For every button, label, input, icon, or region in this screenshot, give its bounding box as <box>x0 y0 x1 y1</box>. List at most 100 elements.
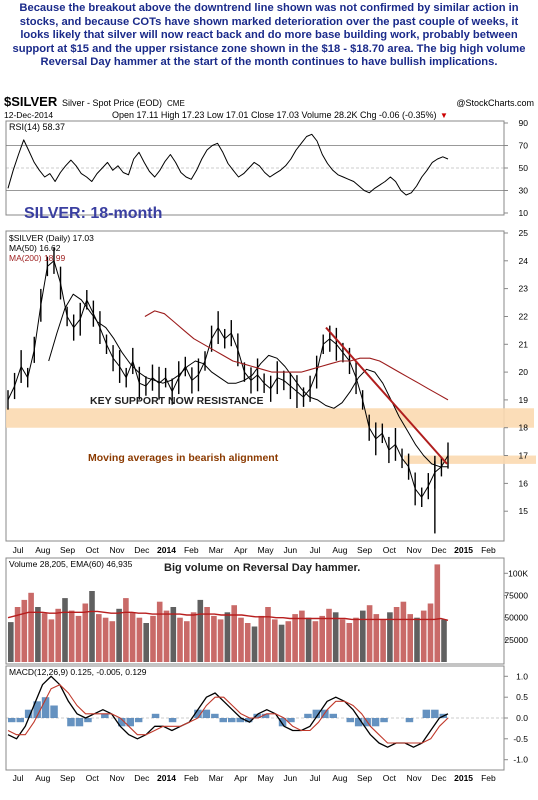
price-x-tick-14: Sep <box>357 545 372 555</box>
volume-bar-51 <box>353 617 359 662</box>
macd-hist-bar-4 <box>41 697 50 718</box>
price-x-tick-10: May <box>258 545 275 555</box>
volume-bar-25 <box>177 617 183 662</box>
support-annotation: KEY SUPPORT NOW RESISTANCE <box>90 395 263 407</box>
macd-x-tick-13: Aug <box>332 773 347 783</box>
volume-bar-54 <box>373 614 380 662</box>
macd-x-tick-9: Apr <box>234 773 247 783</box>
volume-bar-29 <box>204 607 210 662</box>
macd-hist-bar-26 <box>228 718 236 723</box>
macd-x-tick-15: Oct <box>383 773 397 783</box>
volume-tick-label-2: 50000 <box>504 613 528 623</box>
volume-bar-64 <box>441 619 447 662</box>
price-tick-label-3: 22 <box>519 312 529 322</box>
price-x-tick-1: Aug <box>35 545 50 555</box>
quote-line: Open 17.11 High 17.23 Low 17.01 Close 17… <box>112 110 437 120</box>
macd-hist-bar-22 <box>194 709 202 718</box>
macd-hist-bar-35 <box>304 713 312 718</box>
price-tick-label-2: 23 <box>519 284 529 294</box>
macd-x-tick-17: Dec <box>431 773 447 783</box>
volume-bar-9 <box>68 610 75 662</box>
volume-bar-57 <box>393 607 400 662</box>
macd-hist-bar-2 <box>24 709 33 718</box>
volume-panel: 100K 75000 50000 25000 <box>7 564 528 662</box>
chart-title-annotation: SILVER: 18-month <box>24 205 162 222</box>
volume-bar-49 <box>339 619 346 662</box>
volume-ema-line <box>7 610 449 621</box>
macd-hist-bar-15 <box>134 718 143 723</box>
macd-hist-bar-44 <box>380 718 388 723</box>
volume-bar-63 <box>434 564 441 662</box>
price-tick-label-5: 20 <box>519 367 529 377</box>
volume-bar-27 <box>190 612 197 662</box>
volume-bar-52 <box>360 610 366 662</box>
macd-hist-bar-17 <box>151 713 160 718</box>
macd-hist-bar-36 <box>312 709 321 718</box>
macd-x-tick-18: 2015 <box>454 773 473 783</box>
volume-bar-35 <box>244 623 251 662</box>
price-x-tick-9: Apr <box>234 545 247 555</box>
price-panel: 25 24 23 22 21 20 19 18 17 16 15 Jul Aug Sep Oct Nov Dec… <box>6 228 536 555</box>
macd-tick-label-1: 0.5 <box>516 692 528 702</box>
volume-bar-16 <box>116 608 122 662</box>
macd-hist-bar-8 <box>75 718 84 727</box>
macd-x-tick-2: Sep <box>60 773 75 783</box>
price-x-tick-5: Dec <box>134 545 150 555</box>
volume-bar-33 <box>231 605 237 662</box>
volume-bar-41 <box>285 621 292 662</box>
volume-bar-61 <box>420 610 427 662</box>
price-x-tick-17: Dec <box>431 545 447 555</box>
volume-bar-48 <box>332 612 339 662</box>
macd-x-tick-6: 2014 <box>157 773 176 783</box>
macd-hist-bar-9 <box>84 718 92 723</box>
volume-bar-7 <box>55 608 61 662</box>
rsi-tick-label-1: 70 <box>519 141 529 151</box>
rsi-tick-label-2: 50 <box>519 163 529 173</box>
volume-bar-36 <box>251 626 258 662</box>
volume-bar-15 <box>109 621 116 662</box>
price-x-tick-6: 2014 <box>157 545 176 555</box>
volume-label: Volume 28,205, EMA(60) 46,935 <box>9 559 133 569</box>
price-x-tick-19: Feb <box>481 545 496 555</box>
volume-bar-59 <box>407 614 413 662</box>
volume-bar-42 <box>292 614 298 662</box>
volume-bar-20 <box>143 623 149 662</box>
volume-tick-label-1: 75000 <box>504 591 528 601</box>
price-tick-label-6: 19 <box>519 395 529 405</box>
rsi-tick-label-0: 90 <box>519 118 529 128</box>
volume-bar-38 <box>265 607 271 662</box>
volume-bar-19 <box>136 617 143 662</box>
macd-x-tick-14: Sep <box>357 773 372 783</box>
macd-tick-label-0: 1.0 <box>516 671 528 681</box>
price-x-tick-2: Sep <box>60 545 75 555</box>
macd-panel: 1.0 0.5 0.0 -0.5 -1.0 Jul Aug Sep Oct Nov Dec 2014 F… <box>6 671 528 783</box>
macd-tick-label-3: -0.5 <box>513 734 528 744</box>
exchange-label: CME <box>167 99 185 108</box>
volume-bar-34 <box>238 617 244 662</box>
copyright-label: @StockCharts.com <box>456 98 534 108</box>
macd-hist-bar-40 <box>346 718 354 723</box>
price-x-tick-8: Mar <box>209 545 224 555</box>
price-x-tick-12: Jul <box>310 545 321 555</box>
price-tick-label-9: 16 <box>519 478 529 488</box>
volume-bar-62 <box>427 603 434 662</box>
volume-bar-40 <box>278 624 285 662</box>
price-x-tick-11: Jun <box>283 545 297 555</box>
macd-hist-bar-19 <box>168 718 177 723</box>
price-tick-label-1: 24 <box>519 256 529 266</box>
volume-bar-2 <box>21 599 28 662</box>
instrument-name: Silver - Spot Price (EOD) <box>62 98 162 108</box>
macd-x-tick-1: Aug <box>35 773 50 783</box>
volume-bar-17 <box>123 598 129 662</box>
rsi-tick-label-3: 30 <box>519 186 529 196</box>
volume-bar-26 <box>184 621 190 662</box>
price-x-tick-18: 2015 <box>454 545 473 555</box>
volume-bar-3 <box>28 592 34 662</box>
ma200-legend-label: MA(200) 18.99 <box>9 253 65 263</box>
macd-hist-bar-27 <box>236 718 244 723</box>
rsi-label: RSI(14) 58.37 <box>9 122 65 132</box>
macd-x-tick-3: Oct <box>86 773 100 783</box>
volume-bar-18 <box>129 612 136 662</box>
volume-bar-56 <box>387 612 393 662</box>
price-x-tick-15: Oct <box>383 545 397 555</box>
